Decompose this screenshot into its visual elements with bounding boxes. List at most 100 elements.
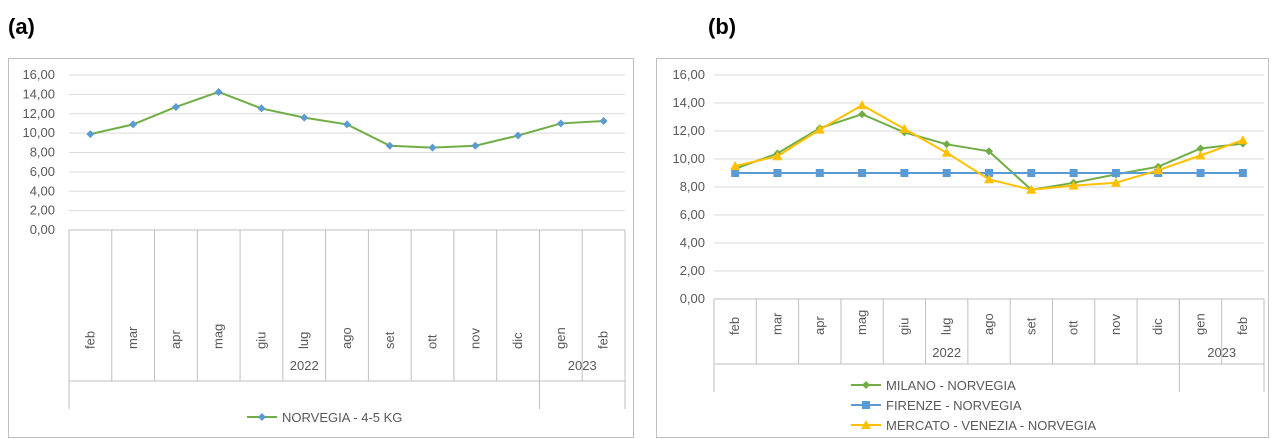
chart-a-data-point <box>129 120 138 129</box>
chart-a-y-tick-label: 6,00 <box>30 164 55 179</box>
chart-b-data-point <box>815 169 824 177</box>
chart-b-year-label: 2022 <box>932 345 961 360</box>
chart-b-legend-marker <box>861 420 871 429</box>
chart-b-data-point <box>858 110 867 119</box>
chart-b: 0,00 2,00 4,00 6,00 8,00 10,00 12,00 14,00 16,00… <box>672 67 1265 433</box>
chart-b-y-tick-label: 12,00 <box>672 123 705 138</box>
chart-b-year-label: 2023 <box>1207 345 1236 360</box>
chart-a-series-0 <box>86 87 608 152</box>
chart-b-data-point <box>858 169 867 177</box>
chart-b-data-point <box>1111 169 1120 177</box>
chart-a-data-point <box>599 117 608 126</box>
chart-b-data-point <box>941 147 952 157</box>
chart-b-x-tick-label: ott <box>1066 320 1081 335</box>
chart-a-x-tick-label: lug <box>296 332 311 349</box>
chart-b-data-point <box>772 151 783 161</box>
chart-a-data-point <box>257 104 266 113</box>
chart-a-series-line <box>90 90 604 149</box>
chart-a-x-tick-label: apr <box>168 330 183 349</box>
chart-b-x-tick-label: feb <box>727 317 742 335</box>
chart-b-data-point <box>1068 180 1079 190</box>
chart-a-year-label: 2022 <box>290 358 319 373</box>
chart-a-y-tick-label: 0,00 <box>30 222 55 237</box>
chart-a-x-tick-label: ott <box>425 334 440 349</box>
chart-b-data-point <box>1027 169 1036 177</box>
chart-b-data-point <box>899 123 910 133</box>
chart-b-y-tick-label: 16,00 <box>672 67 705 82</box>
chart-b-y-tick-label: 8,00 <box>680 179 705 194</box>
chart-b-data-point <box>900 169 909 177</box>
chart-a-x-tick-label: feb <box>596 331 611 349</box>
chart-a-x-tick-label: mag <box>211 324 226 349</box>
chart-a-data-point <box>171 102 180 111</box>
chart-b-legend-entry: MERCATO - VENEZIA - NORVEGIA <box>851 418 1097 433</box>
chart-a-y-tick-label: 14,00 <box>22 86 55 101</box>
chart-a-data-point <box>471 141 480 150</box>
chart-a-legend-marker <box>258 413 266 421</box>
chart-b-data-point <box>731 169 740 177</box>
chart-b-x-tick-label: lug <box>939 318 954 335</box>
chart-b-frame: 0,00 2,00 4,00 6,00 8,00 10,00 12,00 14,00 16,00… <box>656 58 1269 438</box>
chart-b-data-point <box>1237 135 1248 145</box>
chart-b-data-point <box>1069 169 1078 177</box>
chart-a-data-point <box>556 119 565 128</box>
chart-b-x-tick-label: gen <box>1193 313 1208 335</box>
chart-a-y-tick-label: 4,00 <box>30 183 55 198</box>
chart-a-x-tick-label: set <box>382 331 397 349</box>
chart-a-frame: 0,00 2,00 4,00 6,00 8,00 10,00 12,00 14,00 16,00… <box>8 58 634 438</box>
chart-a-year-label: 2023 <box>568 358 597 373</box>
chart-b-data-point <box>1153 165 1164 175</box>
chart-b-legend-label: MERCATO - VENEZIA - NORVEGIA <box>886 418 1097 433</box>
chart-b-legend-marker <box>862 401 870 409</box>
chart-b-y-tick-label: 0,00 <box>680 291 705 306</box>
chart-b-data-point <box>730 161 741 170</box>
chart-b-y-tick-label: 10,00 <box>672 151 705 166</box>
chart-b-legend-label: MILANO - NORVEGIA <box>886 378 1016 393</box>
chart-a-data-point <box>300 113 309 122</box>
chart-b-x-tick-label: mar <box>769 312 784 335</box>
chart-b-data-point <box>942 140 951 149</box>
chart-b-x-tick-label: ago <box>981 313 996 335</box>
chart-b-data-point <box>1238 169 1247 177</box>
chart-a-y-tick-label: 2,00 <box>30 203 55 218</box>
chart-b-x-tick-label: feb <box>1235 317 1250 335</box>
chart-b-data-point <box>984 174 994 184</box>
chart-b-data-point <box>1110 177 1121 187</box>
chart-a-x-tick-label: giu <box>253 332 268 349</box>
chart-b-x-tick-label: set <box>1023 317 1038 335</box>
chart-a-y-tick-label: 10,00 <box>22 125 55 140</box>
chart-b-legend-label: FIRENZE - NORVEGIA <box>886 398 1022 413</box>
chart-a-data-point <box>214 87 223 96</box>
chart-a-data-point <box>343 120 351 129</box>
chart-b-legend-entry: MILANO - NORVEGIA <box>851 378 1016 393</box>
chart-a-y-tick-label: 16,00 <box>22 67 55 82</box>
chart-b-legend-entry: FIRENZE - NORVEGIA <box>851 398 1022 413</box>
chart-a-y-tick-label: 8,00 <box>30 145 55 160</box>
chart-a: 0,00 2,00 4,00 6,00 8,00 10,00 12,00 14,00 16,00… <box>22 67 626 425</box>
chart-b-y-tick-label: 4,00 <box>680 235 705 250</box>
chart-b-data-point <box>857 100 868 110</box>
chart-b-data-point <box>985 169 993 177</box>
chart-b-data-point <box>1196 144 1205 153</box>
chart-b-y-tick-label: 6,00 <box>680 207 705 222</box>
chart-b-series-2 <box>730 100 1248 194</box>
chart-a-data-point <box>86 130 95 139</box>
chart-b-x-tick-label: giu <box>896 318 911 335</box>
chart-b-x-tick-label: nov <box>1108 314 1123 335</box>
chart-a-y-tick-label: 12,00 <box>22 106 55 121</box>
panel-b-label: (b) <box>708 14 737 39</box>
chart-b-y-tick-label: 14,00 <box>672 95 705 110</box>
chart-b-data-point <box>814 124 825 134</box>
chart-b-legend-marker <box>862 381 870 389</box>
chart-a-x-tick-label: gen <box>553 327 568 349</box>
chart-b-x-tick-label: dic <box>1150 318 1165 335</box>
chart-b-y-tick-label: 2,00 <box>680 263 705 278</box>
chart-a-x-tick-label: mar <box>125 326 140 349</box>
chart-a-x-tick-label: ago <box>339 327 354 349</box>
chart-b-data-point <box>1196 169 1205 177</box>
chart-b-data-point <box>773 169 782 177</box>
chart-a-legend-label: NORVEGIA - 4-5 KG <box>282 410 402 425</box>
chart-b-x-tick-label: apr <box>812 316 827 335</box>
chart-a-data-point <box>514 131 523 140</box>
chart-a-data-point <box>428 143 437 152</box>
